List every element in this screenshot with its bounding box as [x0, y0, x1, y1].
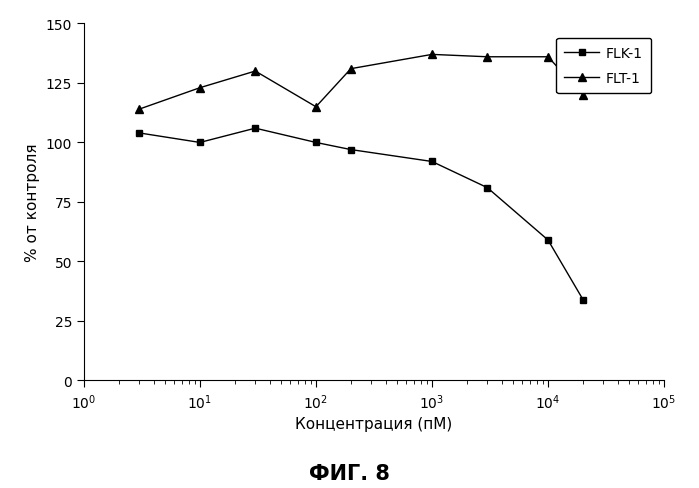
- FLK-1: [347, 147, 355, 153]
- FLK-1: [196, 140, 204, 146]
- FLT-1: [312, 104, 320, 110]
- FLK-1: [579, 297, 587, 303]
- FLK-1: [544, 238, 552, 244]
- FLK-1: [251, 126, 259, 132]
- FLT-1: [544, 55, 552, 61]
- X-axis label: Концентрация (пМ): Концентрация (пМ): [296, 417, 452, 431]
- FLT-1: [251, 69, 259, 75]
- FLK-1: [135, 131, 143, 137]
- FLT-1: [483, 55, 491, 61]
- FLT-1: [428, 52, 436, 58]
- Line: FLK-1: FLK-1: [136, 125, 586, 304]
- Text: ФИГ. 8: ФИГ. 8: [309, 463, 390, 483]
- FLT-1: [196, 85, 204, 91]
- FLT-1: [135, 107, 143, 113]
- Legend: FLK-1, FLT-1: FLK-1, FLT-1: [556, 39, 651, 94]
- Line: FLT-1: FLT-1: [135, 51, 587, 114]
- FLK-1: [312, 140, 320, 146]
- FLK-1: [483, 185, 491, 191]
- FLK-1: [428, 159, 436, 165]
- FLT-1: [579, 93, 587, 99]
- FLT-1: [347, 66, 355, 72]
- Y-axis label: % от контроля: % от контроля: [25, 143, 40, 262]
